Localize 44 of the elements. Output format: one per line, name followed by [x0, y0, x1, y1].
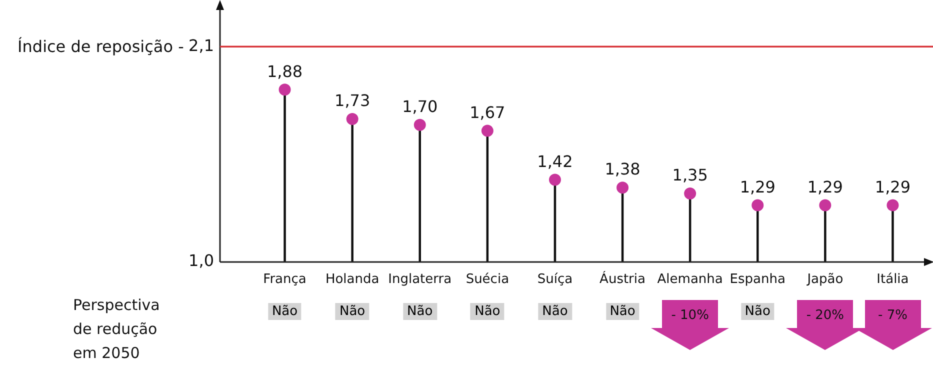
- data-label: 1,38: [604, 160, 640, 179]
- data-label: 1,29: [740, 177, 776, 196]
- data-label: 1,70: [402, 97, 438, 116]
- text: Não: [606, 303, 640, 320]
- point: [278, 84, 291, 96]
- point: [752, 199, 764, 212]
- text: - 20%: [806, 308, 844, 323]
- point: [684, 187, 696, 200]
- text: Não: [740, 303, 774, 320]
- point: [548, 174, 561, 186]
- text: Não: [335, 303, 370, 320]
- x-tick-label: Espanha: [730, 272, 786, 288]
- data-label: 1,73: [334, 91, 370, 110]
- text: - 7%: [878, 308, 908, 323]
- data-label: 1,29: [874, 177, 911, 196]
- data-label: 1,35: [672, 166, 708, 185]
- data-label: 1,67: [470, 102, 506, 122]
- point: [346, 113, 358, 126]
- x-tick-label: Suécia: [466, 272, 510, 288]
- point: [819, 199, 832, 212]
- data-label: 1,88: [266, 62, 303, 81]
- x-tick-label: Inglaterra: [388, 272, 452, 288]
- x-tick-label: Áustria: [600, 270, 646, 288]
- text: Perspectiva de redução em 2050: [73, 295, 161, 364]
- x-tick-label: Itália: [876, 272, 909, 288]
- point: [414, 118, 426, 131]
- y-tick-label: 2,1: [188, 36, 214, 55]
- point: [481, 124, 494, 137]
- ref-line-label: Índice de reposição -: [18, 37, 184, 56]
- data-label: 1,29: [807, 177, 843, 196]
- text: Não: [403, 303, 437, 320]
- x-tick-label: Suíça: [537, 272, 573, 288]
- x-tick-label: França: [263, 272, 306, 288]
- x-tick-label: Japão: [806, 272, 844, 288]
- point: [886, 199, 899, 212]
- text: Não: [470, 303, 504, 320]
- text: - 10%: [671, 308, 709, 323]
- y-tick-label: 1,0: [188, 251, 214, 270]
- x-tick-label: Holanda: [325, 272, 380, 288]
- x-tick-label: Alemanha: [657, 272, 723, 288]
- text: Não: [268, 303, 302, 320]
- data-label: 1,42: [537, 152, 573, 171]
- point: [616, 182, 629, 194]
- text: Não: [538, 303, 572, 320]
